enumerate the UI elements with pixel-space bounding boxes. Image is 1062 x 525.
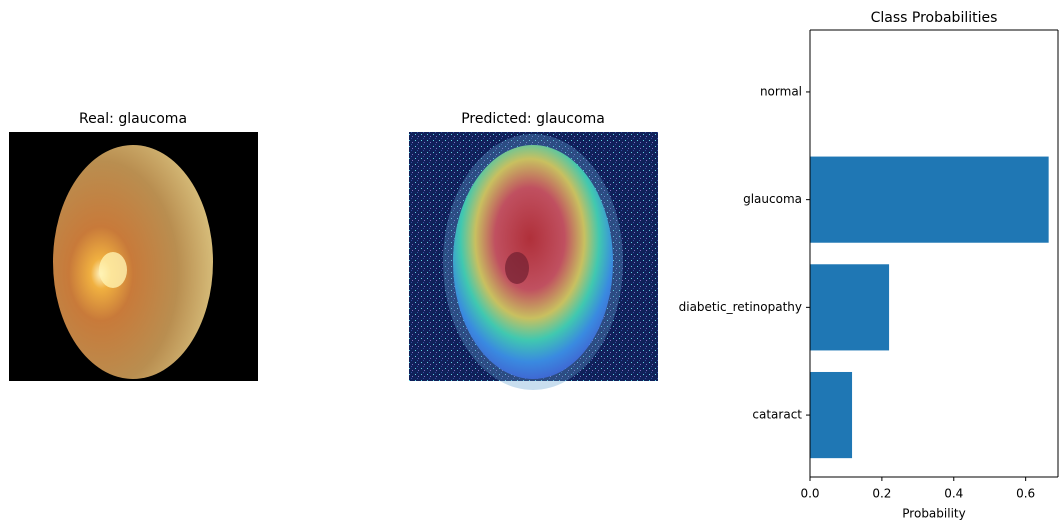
predicted-heatmap	[409, 132, 658, 390]
x-tick-label: 0.2	[872, 487, 891, 501]
x-tick-label: 0.4	[944, 487, 963, 501]
page: {"panels": [{"title": "Real: glaucoma"},…	[0, 0, 1062, 525]
chart-title: Class Probabilities	[871, 10, 998, 26]
figure: Real: glaucoma Predicted: glaucoma Class…	[0, 0, 1062, 525]
image-title: Predicted: glaucoma	[461, 111, 605, 127]
y-tick-label: normal	[760, 84, 802, 98]
x-tick-label: 0.0	[800, 487, 819, 501]
y-tick-label: diabetic_retinopathy	[679, 300, 802, 314]
bar	[810, 157, 1049, 243]
bar	[810, 372, 852, 458]
real-image	[9, 132, 258, 381]
bar	[810, 264, 889, 350]
image-title: Real: glaucoma	[79, 111, 187, 127]
x-axis-label: Probability	[902, 507, 965, 521]
x-tick-label: 0.6	[1016, 487, 1035, 501]
plot-area: 0.0 0.2 0.4 0.6 normal glaucoma diabetic_retin…	[679, 30, 1058, 501]
y-tick-label: glaucoma	[743, 192, 802, 206]
y-tick-label: cataract	[752, 408, 802, 422]
